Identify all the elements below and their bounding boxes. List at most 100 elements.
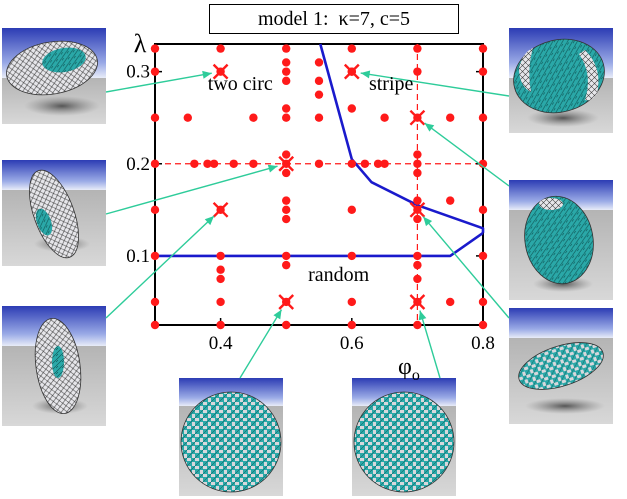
pointer-arrow bbox=[105, 215, 215, 319]
arrow-shaft bbox=[105, 72, 212, 93]
pointer-arrow bbox=[105, 164, 278, 215]
arrow-head bbox=[202, 70, 212, 79]
arrow-shaft bbox=[419, 310, 441, 379]
data-point bbox=[282, 196, 291, 205]
data-point bbox=[282, 260, 291, 270]
data-point bbox=[203, 159, 212, 168]
data-point bbox=[360, 159, 370, 168]
arrow-shaft bbox=[239, 309, 283, 379]
data-point bbox=[347, 205, 356, 215]
data-point bbox=[249, 113, 258, 122]
cross-point bbox=[212, 201, 229, 218]
data-point bbox=[282, 214, 291, 224]
data-point bbox=[150, 205, 160, 215]
region-labels: two circ stripe random bbox=[208, 73, 414, 286]
data-point bbox=[478, 320, 488, 330]
x-tick-label: 0.8 bbox=[471, 333, 495, 354]
cross-point-mark bbox=[409, 294, 426, 310]
arrow-shaft bbox=[105, 165, 278, 215]
data-point bbox=[282, 320, 291, 330]
stripe-boundary bbox=[319, 43, 485, 233]
data-point bbox=[413, 251, 422, 261]
data-point bbox=[380, 113, 389, 122]
data-point bbox=[413, 159, 422, 168]
data-point bbox=[216, 251, 225, 261]
x-axis-label-subscript: o bbox=[412, 367, 420, 384]
thumbnail-random-sphere-left bbox=[179, 378, 283, 496]
data-point bbox=[413, 150, 422, 159]
data-point bbox=[150, 159, 160, 168]
data-points bbox=[150, 44, 488, 330]
cross-point bbox=[409, 201, 426, 218]
region-label: random bbox=[308, 264, 370, 286]
x-axis-label: φo bbox=[398, 354, 420, 384]
data-point bbox=[150, 67, 160, 76]
cross-point bbox=[409, 109, 426, 126]
data-point bbox=[478, 251, 488, 261]
data-point bbox=[190, 159, 199, 168]
pointer-arrow bbox=[239, 309, 283, 379]
arrow-shaft bbox=[424, 122, 510, 187]
y-tick-label: 0.3 bbox=[126, 62, 150, 83]
data-point bbox=[209, 159, 219, 168]
data-point bbox=[249, 159, 258, 168]
arrow-shaft bbox=[105, 215, 215, 319]
data-point bbox=[478, 297, 488, 307]
cross-point bbox=[343, 63, 360, 80]
region-label: stripe bbox=[369, 73, 414, 95]
cross-point bbox=[278, 155, 295, 172]
arrow-head bbox=[273, 309, 282, 320]
data-point bbox=[150, 320, 160, 330]
thumbnail-two-circ-elongated-shape bbox=[2, 160, 106, 266]
data-point bbox=[413, 320, 422, 330]
data-point bbox=[216, 274, 225, 284]
data-point bbox=[413, 260, 422, 270]
x-axis-label-main: φ bbox=[398, 354, 412, 380]
data-point bbox=[282, 58, 291, 67]
arrow-head bbox=[360, 70, 371, 79]
arrow-head bbox=[204, 216, 215, 226]
random-boundary bbox=[155, 231, 484, 258]
data-point bbox=[347, 320, 356, 330]
thumbnail-random-flat-shape bbox=[509, 308, 613, 424]
cross-point bbox=[409, 294, 426, 310]
data-point bbox=[150, 113, 160, 122]
data-point bbox=[478, 205, 488, 215]
data-point bbox=[216, 297, 225, 307]
data-point bbox=[314, 76, 324, 86]
chart-title: model 1: κ=7, c=5 bbox=[209, 4, 459, 34]
y-tick-label: 0.1 bbox=[126, 246, 150, 267]
data-point bbox=[314, 113, 324, 122]
cross-point-mark bbox=[212, 201, 229, 218]
data-point bbox=[314, 58, 324, 67]
data-point bbox=[216, 44, 225, 53]
data-point bbox=[282, 113, 291, 122]
data-point bbox=[380, 159, 389, 168]
data-point bbox=[478, 44, 488, 53]
arrow-head bbox=[424, 123, 435, 132]
x-tick-label: 0.6 bbox=[340, 333, 364, 354]
thumbnail-random-sphere-right bbox=[352, 378, 456, 496]
cross-point-mark bbox=[409, 109, 426, 126]
y-tick-label: 0.2 bbox=[126, 154, 150, 175]
data-point bbox=[413, 274, 422, 284]
pointer-arrow bbox=[360, 70, 510, 97]
data-point bbox=[478, 67, 488, 76]
data-point bbox=[413, 67, 422, 76]
data-point bbox=[413, 214, 422, 224]
shape-thumbnails bbox=[2, 28, 613, 496]
data-point bbox=[183, 113, 192, 122]
data-point bbox=[413, 168, 422, 178]
data-point bbox=[347, 159, 356, 168]
pointer-arrow bbox=[418, 310, 441, 379]
data-point bbox=[282, 205, 291, 215]
pointer-arrow bbox=[105, 70, 212, 93]
data-point bbox=[446, 196, 455, 205]
thumbnail-two-circ-tilted-shape bbox=[2, 306, 106, 426]
thumbnail-two-circ-shape bbox=[2, 28, 106, 124]
pointer-arrow bbox=[424, 122, 510, 187]
arrow-head bbox=[418, 310, 427, 321]
arrow-head bbox=[423, 216, 433, 227]
data-point bbox=[216, 320, 225, 330]
